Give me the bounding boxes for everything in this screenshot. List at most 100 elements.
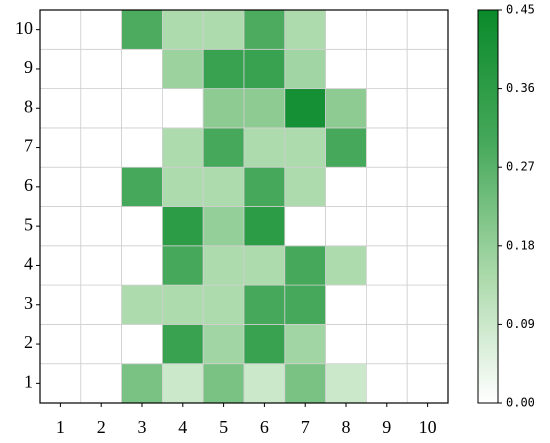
heatmap-cell — [365, 9, 408, 50]
colorbar-axis: 0.00 0.09 0.18 0.27 0.36 0.45 — [498, 3, 535, 410]
colorbar-tick-label: 0.36 — [506, 81, 535, 95]
y-tick-label: 8 — [24, 96, 33, 116]
x-tick-label: 9 — [382, 417, 391, 437]
heatmap-cell — [243, 363, 286, 404]
heatmap-cell — [325, 363, 367, 404]
heatmap-cell — [80, 9, 123, 50]
heatmap-cell — [202, 363, 245, 404]
heatmap-cell — [406, 127, 449, 168]
heatmap-cell — [325, 245, 367, 286]
heatmap-cell — [406, 245, 449, 286]
heatmap-cell — [39, 127, 82, 168]
heatmap-cell — [284, 284, 326, 325]
heatmap-cell — [284, 48, 326, 89]
heatmap-cell — [121, 206, 163, 247]
heatmap-cell — [325, 206, 367, 247]
heatmap-cell — [161, 9, 204, 50]
heatmap-cell — [80, 245, 123, 286]
x-tick-label: 1 — [56, 417, 65, 437]
heatmap-cell — [161, 323, 204, 365]
plot-frame — [39, 9, 449, 404]
heatmap-cell — [161, 363, 204, 404]
heatmap-cell — [243, 284, 286, 325]
colorbar-tick-label: 0.18 — [506, 238, 535, 252]
heatmap-cell — [284, 166, 326, 207]
x-tick-label: 6 — [260, 417, 269, 437]
heatmap-cell — [406, 323, 449, 365]
heatmap-cell — [325, 323, 367, 365]
heatmap-cell — [406, 206, 449, 247]
heatmap-cell — [243, 245, 286, 286]
x-tick-label: 4 — [178, 417, 187, 437]
heatmap-cell — [365, 284, 408, 325]
heatmap-cell — [39, 363, 82, 404]
heatmap-cell — [161, 245, 204, 286]
colorbar-tick-label: 0.00 — [506, 396, 535, 410]
heatmap-cell — [406, 284, 449, 325]
heatmap-cell — [243, 127, 286, 168]
heatmap-cell — [365, 206, 408, 247]
heatmap-cell — [325, 127, 367, 168]
heatmap-cell — [406, 48, 449, 89]
heatmap-cell — [202, 245, 245, 286]
heatmap-cell — [406, 9, 449, 50]
x-tick-label: 3 — [138, 417, 147, 437]
heatmap-cell — [161, 48, 204, 89]
heatmap-cell — [243, 206, 286, 247]
y-tick-label: 9 — [24, 57, 33, 77]
y-tick-label: 4 — [24, 254, 33, 274]
heatmap-cell — [365, 48, 408, 89]
heatmap-cell — [80, 206, 123, 247]
heatmap-cell — [365, 323, 408, 365]
y-tick-label: 6 — [24, 175, 33, 195]
heatmap-cell — [121, 9, 163, 50]
x-tick-label: 2 — [97, 417, 106, 437]
heatmap-cell — [121, 166, 163, 207]
heatmap-cell — [284, 323, 326, 365]
heatmap-cell — [202, 88, 245, 129]
y-tick-label: 1 — [24, 371, 33, 391]
x-tick-label: 8 — [342, 417, 351, 437]
heatmap-cell — [39, 9, 82, 50]
heatmap-cell — [325, 88, 367, 129]
heatmap-cell — [284, 206, 326, 247]
heatmap-cell — [161, 166, 204, 207]
heatmap-cell — [161, 206, 204, 247]
y-tick-label: 5 — [24, 214, 33, 234]
heatmap-cell — [80, 48, 123, 89]
heatmap-cell — [243, 88, 286, 129]
heatmap-cell — [161, 88, 204, 129]
heatmap-cell — [284, 88, 326, 129]
heatmap-cell — [80, 363, 123, 404]
heatmap-cell — [325, 48, 367, 89]
heatmap-cell — [121, 48, 163, 89]
heatmap-cell — [39, 206, 82, 247]
heatmap-cell — [39, 48, 82, 89]
heatmap-cell — [365, 245, 408, 286]
heatmap-cell — [80, 127, 123, 168]
heatmap-cell — [284, 245, 326, 286]
heatmap-cell — [80, 284, 123, 325]
heatmap-cell — [365, 127, 408, 168]
heatmap-cell — [39, 166, 82, 207]
colorbar-tick-label: 0.09 — [506, 317, 535, 331]
heatmap-cell — [202, 323, 245, 365]
heatmap-cell — [121, 127, 163, 168]
heatmap-cell — [243, 323, 286, 365]
y-tick-label: 3 — [24, 293, 33, 313]
heatmap-cell — [39, 88, 82, 129]
heatmap-cell — [365, 88, 408, 129]
x-tick-label: 7 — [301, 417, 310, 437]
heatmap-cell — [284, 9, 326, 50]
y-tick-label: 2 — [24, 332, 33, 352]
heatmap-cell — [202, 9, 245, 50]
heatmap-cell — [365, 363, 408, 404]
heatmap-cell — [406, 166, 449, 207]
heatmap-cell — [39, 245, 82, 286]
heatmap-cell — [80, 88, 123, 129]
heatmap-cell — [121, 323, 163, 365]
heatmap-cell — [365, 166, 408, 207]
colorbar-tick-label: 0.27 — [506, 160, 535, 174]
y-tick-label: 10 — [15, 18, 33, 38]
heatmap-cell — [243, 48, 286, 89]
